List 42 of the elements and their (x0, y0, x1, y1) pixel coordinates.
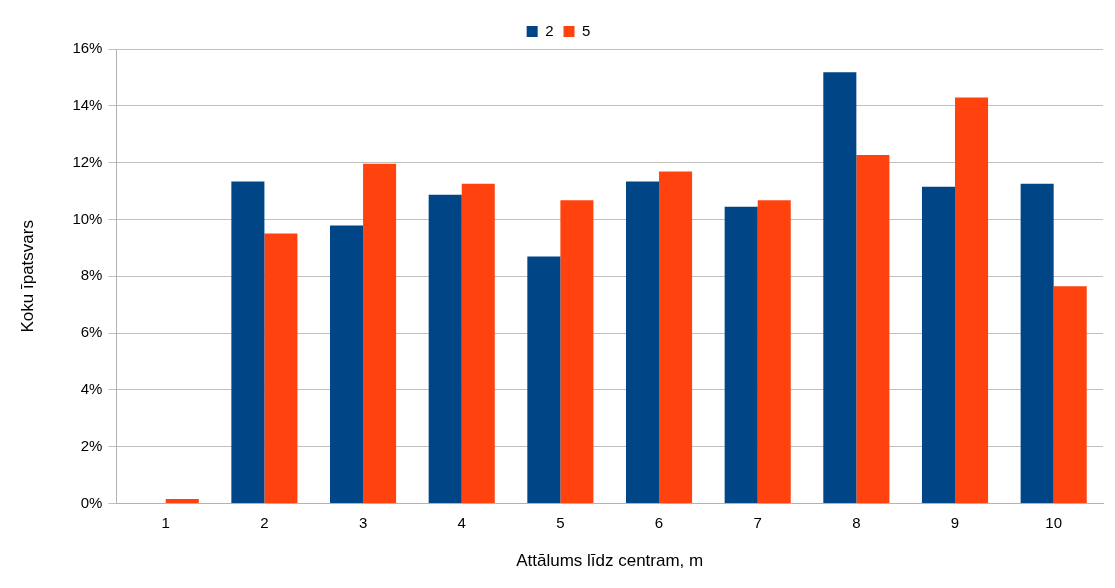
y-axis-title: Koku īpatsvars (17, 220, 37, 333)
bar (724, 206, 758, 504)
bar (955, 97, 989, 504)
y-tick-label: 16% (72, 39, 103, 57)
bar (659, 171, 693, 504)
y-tick-label: 14% (72, 95, 103, 113)
bar (1053, 286, 1087, 504)
x-tick-label: 6 (654, 513, 664, 531)
bar (1020, 183, 1054, 504)
y-tick-label: 10% (72, 209, 103, 227)
y-tick-label: 2% (80, 436, 103, 454)
legend-label: 5 (582, 21, 591, 39)
bar (165, 499, 199, 504)
x-axis-title: Attālums līdz centram, m (516, 551, 704, 571)
bar (264, 233, 298, 504)
x-tick-label: 2 (260, 513, 269, 531)
bar (461, 183, 495, 504)
bar (921, 186, 956, 504)
y-tick-label: 0% (80, 493, 103, 511)
x-tick-label: 3 (358, 513, 368, 531)
x-tick-label: 1 (161, 513, 170, 531)
bar (625, 181, 660, 504)
x-tick-label: 4 (457, 513, 466, 531)
bar (330, 225, 364, 504)
bar (363, 163, 397, 504)
y-tick-label: 4% (80, 380, 103, 398)
x-tick-label: 7 (753, 513, 762, 531)
legend-label: 2 (545, 21, 554, 39)
x-tick-label: 8 (852, 513, 861, 531)
bar (823, 72, 857, 504)
x-tick-label: 9 (950, 513, 960, 531)
y-tick-label: 8% (80, 266, 103, 284)
x-tick-label: 5 (556, 513, 565, 531)
x-tick-label: 10 (1045, 513, 1063, 531)
y-tick-label: 12% (72, 152, 103, 170)
bar (527, 256, 561, 504)
bar (757, 200, 791, 504)
bar (560, 200, 594, 504)
bar (428, 194, 462, 504)
y-tick-label: 6% (80, 323, 103, 341)
bar (231, 181, 265, 504)
bar (856, 154, 890, 504)
